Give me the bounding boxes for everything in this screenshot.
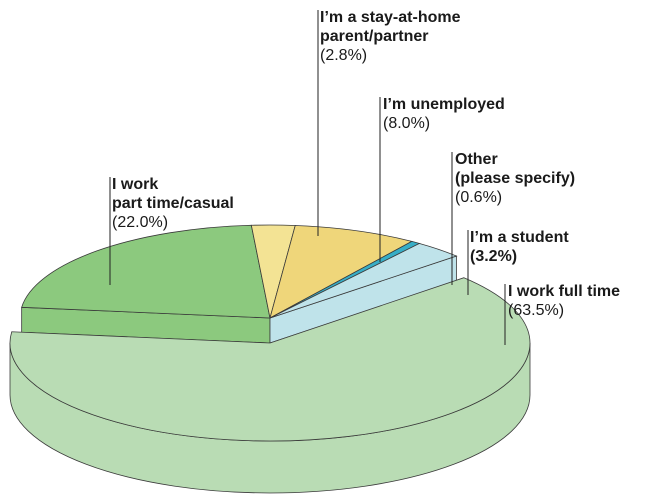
- slice-label: I work full time (63.5%): [508, 282, 620, 320]
- category-label: I’m a student: [470, 229, 569, 246]
- value-label: (2.8%): [320, 47, 368, 64]
- category-label: I’m unemployed: [383, 96, 505, 113]
- value-label: (63.5%): [508, 302, 565, 319]
- slice-label: I’m a student (3.2%): [470, 228, 569, 266]
- slice-label: I’m a stay-at-home parent/partner (2.8%): [320, 8, 460, 65]
- value-label: (3.2%): [470, 248, 518, 265]
- slice-label: I’m unemployed (8.0%): [383, 95, 505, 133]
- slice: [269, 225, 413, 319]
- category-label: I’m a stay-at-home parent/partner: [320, 9, 461, 45]
- slice: [269, 243, 458, 319]
- value-label: (8.0%): [383, 115, 431, 132]
- category-label: Other (please specify): [455, 151, 576, 187]
- slice: [21, 224, 271, 319]
- value-label: (22.0%): [112, 214, 169, 231]
- slice: [9, 277, 531, 442]
- category-label: I work part time/casual: [112, 176, 234, 212]
- slice-label: I work part time/casual (22.0%): [112, 175, 234, 232]
- slice-label: Other (please specify) (0.6%): [455, 150, 575, 207]
- category-label: I work full time: [508, 283, 621, 300]
- value-label: (0.6%): [455, 189, 503, 206]
